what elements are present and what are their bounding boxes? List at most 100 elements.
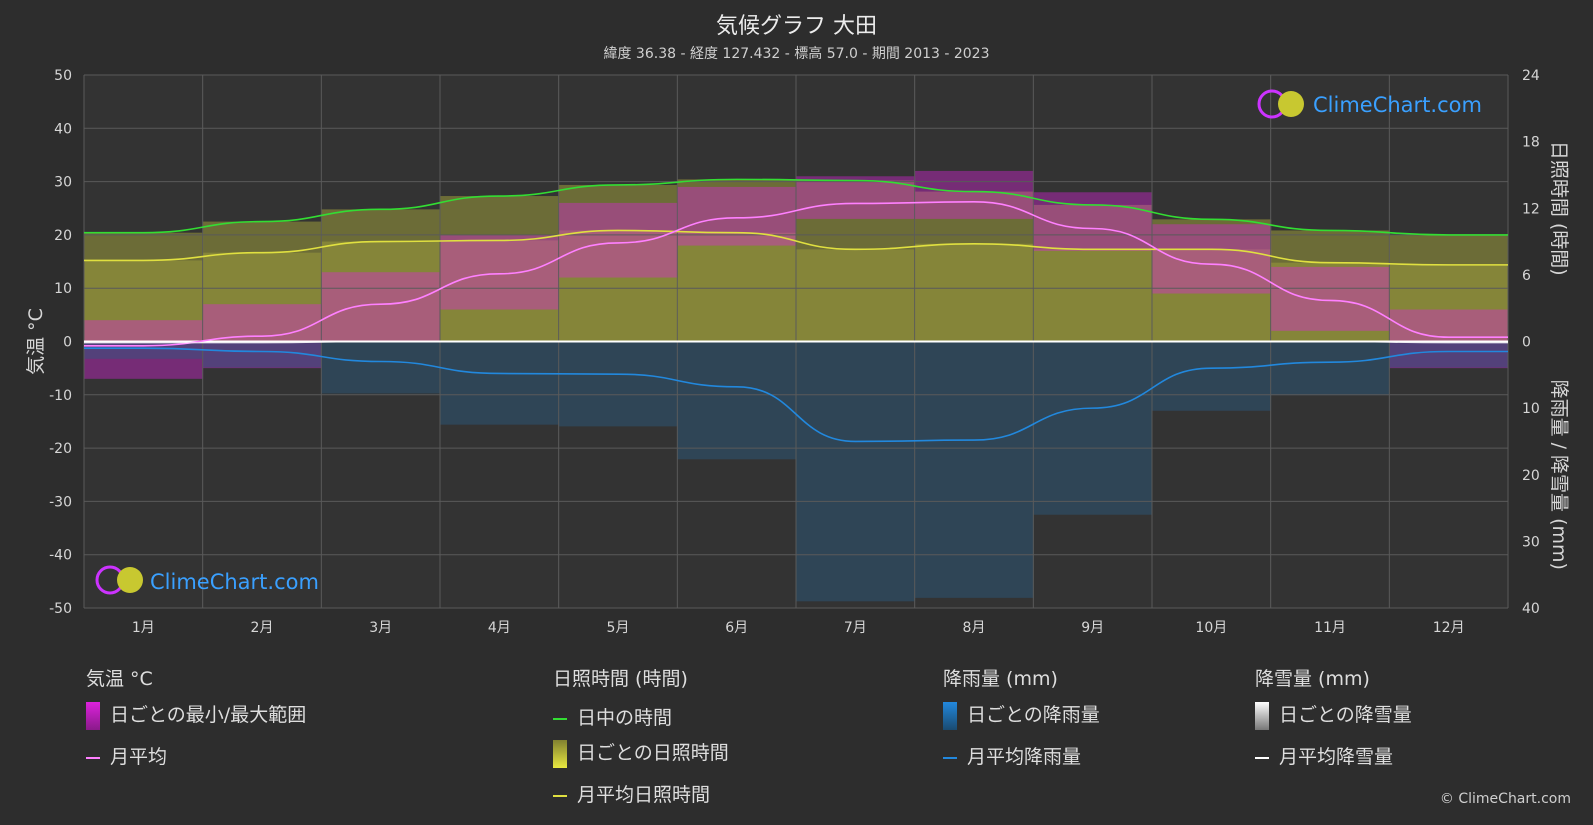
x-tick-label: 12月 [1433, 620, 1465, 636]
legend-rain-avg: 月平均降雨量 [943, 742, 1081, 769]
y-left-tick-label: -50 [49, 601, 72, 617]
y-left-tick-label: 20 [54, 228, 72, 244]
sunshine-core [202, 252, 322, 342]
x-tick-label: 7月 [844, 620, 867, 636]
temp-avg-line [84, 201, 1508, 347]
series-lines [83, 178, 1508, 443]
y-right-top-tick-label: 0 [1522, 335, 1531, 351]
y-left-tick-label: 30 [54, 175, 72, 191]
legend-rain-heading: 降雨量 (mm) [943, 668, 1058, 690]
x-tick-label: 1月 [132, 620, 155, 636]
x-tick-label: 3月 [369, 620, 392, 636]
copyright-notice: © ClimeChart.com [1439, 791, 1571, 807]
y-right-bottom-tick-label: 20 [1522, 468, 1540, 484]
sunshine-band [1033, 204, 1153, 342]
sunshine-band [558, 184, 678, 342]
chart-title: 気候グラフ 大田 [716, 14, 877, 39]
y-right-top-tick-label: 24 [1522, 68, 1540, 84]
sunshine-band [914, 191, 1034, 342]
chart-subtitle: 緯度 36.38 - 経度 127.432 - 標高 57.0 - 期間 201… [603, 46, 990, 62]
rain-band [1033, 341, 1153, 515]
y-left-tick-label: -20 [49, 441, 72, 457]
sunshine-core [677, 232, 797, 342]
legend-temp-range: 日ごとの最小/最大範囲 [86, 700, 306, 730]
rain-band [321, 341, 441, 394]
snow-swatch-icon [1255, 701, 1269, 730]
sunshine-band [677, 179, 797, 342]
sunshine-core [321, 241, 441, 342]
line-swatch-icon [1255, 756, 1269, 759]
temp-range-bar [1389, 309, 1509, 369]
rain-swatch-icon [943, 701, 957, 730]
legend-sunshine-avg: 月平均日照時間 [553, 780, 710, 807]
line-swatch-icon [553, 794, 567, 797]
x-tick-label: 4月 [488, 620, 511, 636]
daylight-line [84, 178, 1508, 236]
temp-range-bar [558, 202, 678, 278]
rain-band [1152, 341, 1272, 411]
sunshine-core [1270, 262, 1390, 342]
rain-band [1389, 341, 1509, 368]
temp-range-bar [1270, 266, 1390, 331]
legend-temp-avg: 月平均 [86, 742, 167, 769]
y-left-tick-label: 10 [54, 281, 72, 297]
sunshine-band [321, 209, 441, 342]
snow-avg-line [84, 340, 1508, 344]
y-left-tick-label: 40 [54, 121, 72, 137]
y-left-tick-label: -10 [49, 388, 72, 404]
axes: 50 40 30 20 10 0 -10 -20 -30 -40 -50 24 18 12 6 0 10 20 30… [25, 68, 1570, 636]
temp-range-bar [440, 234, 560, 310]
rain-band [796, 341, 916, 602]
sunshine-core [1033, 249, 1153, 342]
x-tick-label: 8月 [963, 620, 986, 636]
legend-daylight: 日中の時間 [553, 703, 672, 730]
y-right-bottom-tick-label: 10 [1522, 401, 1540, 417]
y-left-tick-label: -30 [49, 494, 72, 510]
sunshine-band [440, 196, 560, 342]
temp-range-bar [1152, 224, 1272, 294]
x-tick-label: 10月 [1195, 620, 1227, 636]
legend-snow-avg: 月平均降雪量 [1255, 742, 1393, 769]
line-swatch-icon [553, 717, 567, 720]
x-tick-label: 2月 [251, 620, 274, 636]
y-right-bottom-axis-label: 降雨量 / 降雪量 (mm) [1548, 380, 1570, 570]
sunshine-swatch-icon [553, 739, 567, 768]
watermark-text-bottom: ClimeChart.com [150, 570, 319, 594]
y-left-tick-label: 50 [54, 68, 72, 84]
legend-daily-sunshine: 日ごとの日照時間 [553, 738, 729, 768]
sunshine-core [914, 243, 1034, 342]
legend-daily-rain: 日ごとの降雨量 [943, 700, 1100, 730]
y-left-tick-label: -40 [49, 548, 72, 564]
temp-range-bar [321, 272, 441, 342]
sunshine-band [1152, 219, 1272, 342]
y-right-bottom-tick-label: 40 [1522, 601, 1540, 617]
watermark-top: ClimeChart.com [1257, 89, 1482, 119]
x-tick-label: 11月 [1314, 620, 1346, 636]
rain-avg-line [84, 347, 1508, 443]
watermark-text-top: ClimeChart.com [1313, 93, 1482, 117]
rain-band [677, 341, 797, 460]
climate-chart: 50 40 30 20 10 0 -10 -20 -30 -40 -50 24 18 12 6 0 10 20 30… [25, 68, 1570, 636]
sunshine-core [84, 260, 204, 342]
y-left-axis-label: 気温 °C [25, 308, 47, 375]
rain-band [558, 341, 678, 427]
y-right-top-axis-label: 日照時間 (時間) [1548, 141, 1570, 276]
y-right-bottom-tick-label: 30 [1522, 534, 1540, 550]
logo-sun-icon [117, 567, 143, 593]
sunshine-core [1389, 264, 1509, 342]
y-right-top-tick-label: 18 [1522, 135, 1540, 151]
legend-daily-snow: 日ごとの降雪量 [1255, 700, 1412, 730]
y-left-tick-label: 0 [63, 335, 72, 351]
y-right-top-tick-label: 6 [1522, 268, 1531, 284]
sunshine-band [796, 180, 916, 342]
sunshine-core [796, 249, 916, 342]
legend-snow-heading: 降雪量 (mm) [1255, 668, 1370, 690]
y-right-top-tick-label: 12 [1522, 201, 1540, 217]
sunshine-avg-line [83, 229, 1508, 266]
range-swatch-icon [86, 701, 100, 730]
sunshine-core [440, 240, 560, 342]
sunshine-band [84, 232, 204, 342]
legend-temperature-heading: 気温 °C [86, 668, 153, 690]
rain-band [1270, 341, 1390, 396]
line-swatch-icon [943, 756, 957, 759]
